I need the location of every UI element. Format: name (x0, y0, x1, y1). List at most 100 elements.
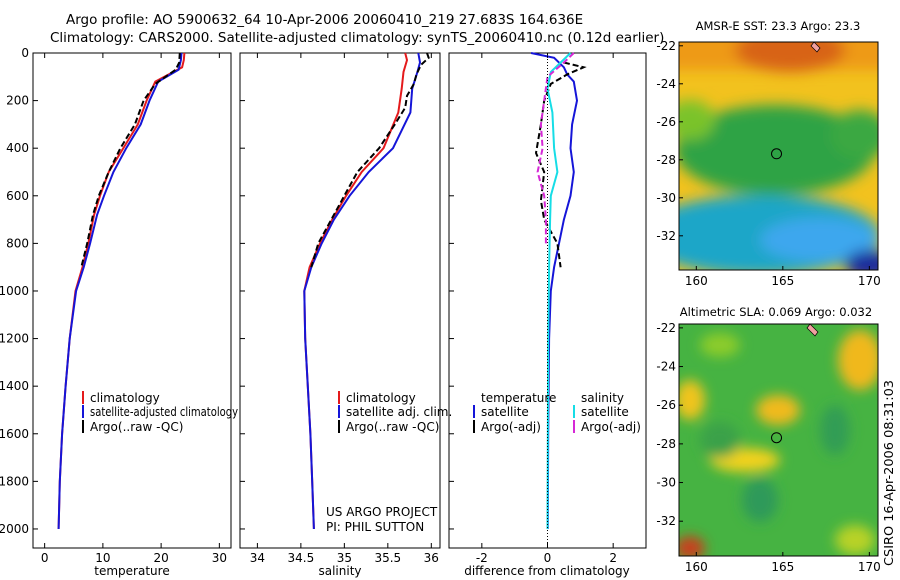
sla-map-title: Altimetric SLA: 0.069 Argo: 0.032 (680, 305, 872, 319)
temperature-axes-frame (32, 52, 232, 549)
sla-low-3 (700, 422, 740, 458)
sla-land-island (806, 324, 819, 337)
sst-warm-core (735, 42, 845, 72)
temperature-plot: 0 10 20 30 0 200 400 600 800 1000 1200 1400 1600 1800… (0, 46, 227, 565)
x-tick-label: 34.5 (288, 551, 315, 565)
y-tick-label: 0 (21, 46, 29, 60)
argo-position-marker (771, 148, 783, 160)
sst-cool-east (830, 110, 878, 160)
x-tick-label: 0 (544, 551, 552, 565)
x-tick-label: 10 (95, 551, 110, 565)
series-line (536, 52, 575, 244)
salinity-xlabel: salinity (318, 564, 361, 578)
series-line (303, 52, 409, 530)
y-tick-label: 2000 (0, 522, 29, 536)
legend-temperature-title: temperature (481, 391, 556, 405)
map-x-tick-label: 165 (771, 274, 794, 288)
map-x-tick-label: 160 (685, 274, 708, 288)
map-x-tick-label: 170 (858, 274, 881, 288)
x-tick-label: 35 (337, 551, 352, 565)
temperature-legend-3: Argo(..raw -QC) (90, 420, 183, 434)
salinity-axes-frame (239, 52, 441, 549)
y-tick-label: 1800 (0, 474, 29, 488)
y-tick-label: 400 (6, 141, 29, 155)
y-tick-label: 1600 (0, 427, 29, 441)
sst-map-frame (678, 41, 879, 271)
temperature-legend: climatology satellite-adjusted climatolo… (82, 391, 238, 434)
x-tick-label: 36 (424, 551, 439, 565)
temperature-legend-2: satellite-adjusted climatology (90, 405, 238, 419)
sst-cold-core (760, 218, 878, 262)
y-tick-label: 1000 (0, 284, 29, 298)
argo-position-marker (771, 432, 783, 444)
series-line (546, 52, 572, 530)
legend-salinity-satellite: satellite (581, 405, 629, 419)
legend-temperature-satellite: satellite (481, 405, 529, 419)
map-y-tick-label: -22 (656, 321, 676, 335)
legend-salinity-title: salinity (581, 391, 624, 405)
y-tick-label: 200 (6, 94, 29, 108)
y-tick-label: 800 (6, 236, 29, 250)
map-x-tick-label: 160 (685, 560, 708, 574)
series-line (530, 52, 579, 530)
series-line (80, 52, 181, 268)
sla-map-axes: 160 165 170 -22 -24 -26 -28 -30 -32 (656, 321, 880, 574)
y-tick-label: 600 (6, 189, 29, 203)
sla-warm-center (756, 395, 800, 425)
sst-coldest (845, 250, 878, 270)
salinity-plot: 34 34.5 35 35.5 36 (240, 52, 439, 565)
salinity-legend-1: climatology (346, 391, 416, 405)
difference-panel: -2 0 2 difference from climatology tempera… (448, 52, 647, 578)
map-y-tick-label: -26 (656, 398, 676, 412)
series-line (57, 52, 183, 530)
x-tick-label: 35.5 (374, 551, 401, 565)
sla-warm-west (679, 380, 705, 420)
csiro-timestamp: CSIRO 16-Apr-2006 08:31:03 (882, 380, 896, 566)
difference-plot: -2 0 2 (449, 52, 617, 565)
salinity-legend-3: Argo(..raw -QC) (346, 420, 439, 434)
x-tick-label: 2 (609, 551, 617, 565)
salinity-legend: climatology satellite adj. clim. Argo(..… (338, 391, 452, 434)
credit-line2: PI: PHIL SUTTON (326, 520, 424, 534)
sst-map-axes: 160 165 170 -22 -24 -26 -28 -30 -32 (656, 39, 880, 288)
x-tick-label: 0 (41, 551, 49, 565)
map-y-tick-label: -22 (656, 39, 676, 53)
header-line1: Argo profile: AO 5900632_64 10-Apr-2006 … (66, 12, 583, 28)
salinity-panel: 34 34.5 35 35.5 36 salinity climatology sate… (239, 52, 452, 578)
sla-low-1 (742, 478, 778, 522)
sla-map-image (679, 324, 878, 556)
series-line (57, 52, 186, 530)
sst-land-island (810, 42, 821, 53)
header-line2: Climatology: CARS2000. Satellite-adjuste… (50, 30, 664, 46)
credit-line1: US ARGO PROJECT (326, 505, 438, 519)
map-x-tick-label: 165 (771, 560, 794, 574)
difference-legend: temperature satellite Argo(-adj) salinit… (473, 391, 641, 434)
legend-salinity-argo: Argo(-adj) (581, 420, 641, 434)
sst-cool-band (679, 105, 875, 195)
map-y-tick-label: -24 (656, 77, 676, 91)
map-y-tick-label: -30 (656, 191, 676, 205)
sla-map-frame (678, 323, 879, 557)
y-tick-label: 1200 (0, 332, 29, 346)
difference-xlabel: difference from climatology (464, 564, 630, 578)
legend-temperature-argo: Argo(-adj) (481, 420, 541, 434)
map-y-tick-label: -30 (656, 476, 676, 490)
sla-high-sw (679, 536, 705, 556)
sst-map-image (679, 42, 878, 270)
salinity-legend-2: satellite adj. clim. (346, 405, 452, 419)
sla-warm-east (838, 330, 878, 390)
sst-cool-west (679, 100, 715, 140)
sla-map-panel: Altimetric SLA: 0.069 Argo: 0.032 160 165… (656, 305, 880, 574)
x-tick-label: 30 (212, 551, 227, 565)
temperature-panel: 0 10 20 30 0 200 400 600 800 1000 1200 1400 1600 1800… (0, 46, 238, 578)
map-y-tick-label: -24 (656, 360, 676, 374)
map-y-tick-label: -28 (656, 153, 676, 167)
x-tick-label: 20 (153, 551, 168, 565)
map-x-tick-label: 170 (858, 560, 881, 574)
x-tick-label: -2 (476, 551, 488, 565)
sst-map-panel: AMSR-E SST: 23.3 Argo: 23.3 160 165 170 -22… (656, 19, 880, 288)
x-tick-label: 34 (250, 551, 265, 565)
sla-patch-2 (835, 525, 875, 555)
map-y-tick-label: -32 (656, 514, 676, 528)
